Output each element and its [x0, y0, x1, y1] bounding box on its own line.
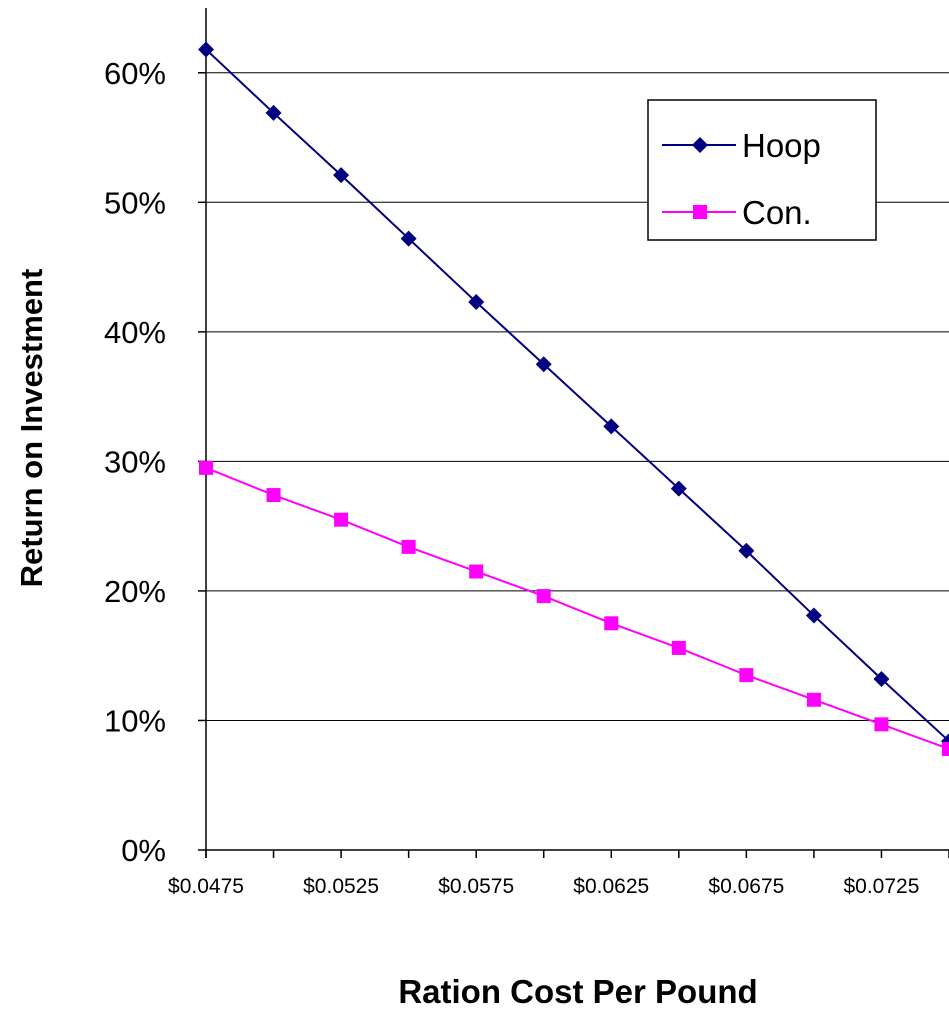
data-point-con-3	[401, 539, 416, 554]
tick-labels: 0% 10% 20% 30% 40% 50% 60% $0.0475 $0.0525 $0.057…	[104, 56, 919, 898]
legend-label-hoop: Hoop	[742, 127, 821, 164]
data-point-hoop-5	[535, 356, 552, 373]
series-con	[199, 460, 949, 756]
x-tick-label-1: $0.0525	[303, 875, 379, 898]
x-tick-label-3: $0.0625	[573, 875, 649, 898]
data-point-con-9	[806, 692, 821, 707]
series-line-con	[205, 466, 949, 750]
data-point-hoop-7	[670, 480, 687, 497]
axes	[198, 8, 949, 858]
y-tick-label-4: 40%	[104, 315, 166, 350]
x-tick-label-4: $0.0675	[708, 875, 784, 898]
legend-label-con: Con.	[742, 194, 812, 231]
data-point-hoop-9	[805, 607, 822, 624]
legend-marker-con	[693, 205, 707, 219]
data-point-hoop-0	[198, 41, 214, 58]
y-tick-label-0: 0%	[121, 833, 166, 868]
data-point-con-5	[536, 589, 551, 604]
data-point-hoop-2	[333, 167, 350, 184]
y-tick-label-6: 60%	[104, 56, 166, 91]
data-point-hoop-1	[265, 104, 282, 121]
data-point-con-0	[199, 460, 213, 475]
data-point-con-10	[874, 717, 889, 732]
gridlines	[206, 72, 949, 721]
y-axis-title: Return on Investment	[14, 269, 49, 588]
data-point-con-6	[604, 616, 619, 631]
series-layer	[198, 41, 949, 756]
legend-marker-hoop	[692, 137, 708, 153]
y-tick-label-3: 30%	[104, 444, 166, 479]
data-point-hoop-4	[468, 294, 485, 311]
x-axis-title: Ration Cost Per Pound	[398, 973, 757, 1010]
y-tick-label-1: 10%	[104, 703, 166, 738]
data-point-con-1	[266, 488, 281, 503]
data-point-con-4	[469, 564, 484, 579]
x-tick-label-0: $0.0475	[168, 875, 244, 898]
data-point-hoop-10	[873, 671, 890, 688]
data-point-con-11	[942, 741, 949, 756]
legend: Hoop Con.	[647, 99, 877, 241]
x-tick-label-5: $0.0725	[843, 875, 919, 898]
y-tick-label-2: 20%	[104, 574, 166, 609]
y-tick-label-5: 50%	[104, 185, 166, 220]
data-point-con-2	[334, 512, 349, 527]
data-point-hoop-3	[400, 230, 417, 247]
series-hoop	[198, 41, 949, 750]
legend-box	[647, 99, 877, 241]
data-point-hoop-8	[738, 542, 755, 559]
series-line-hoop	[205, 48, 949, 742]
data-point-con-8	[739, 668, 754, 683]
data-point-con-7	[671, 640, 686, 655]
x-tick-label-2: $0.0575	[438, 875, 514, 898]
data-point-hoop-6	[603, 418, 620, 435]
